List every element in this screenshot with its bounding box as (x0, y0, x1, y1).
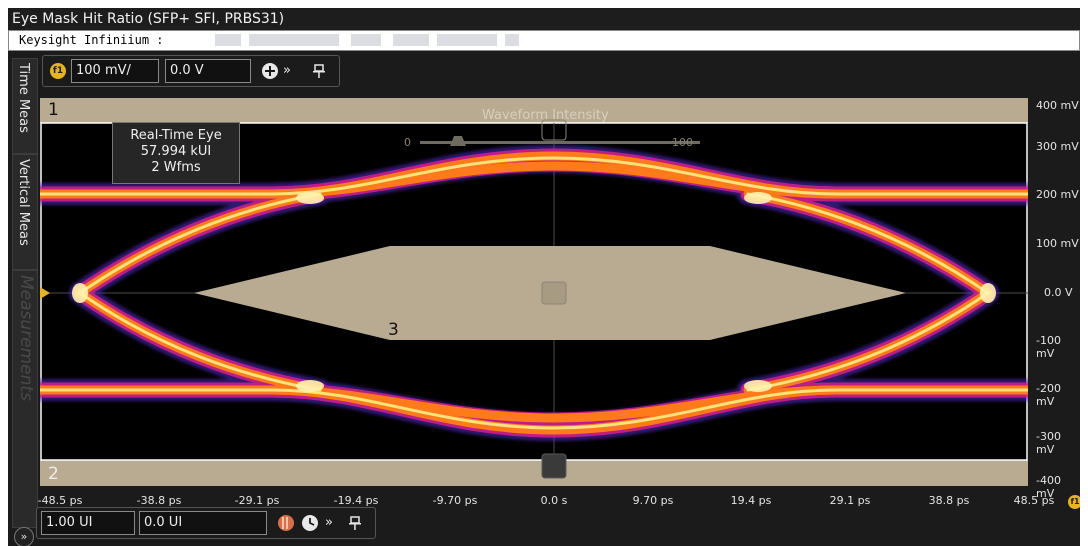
eye-diagram-canvas (29, 98, 1039, 486)
redacted-block (437, 34, 497, 46)
waveform-intensity-slider[interactable] (420, 136, 700, 146)
x-tick-label: -48.5 ps (37, 494, 83, 507)
vertical-scale-field[interactable]: 100 mV/ (71, 59, 159, 83)
x-tick-label: -9.70 ps (432, 494, 478, 507)
waveform-intensity-label: Waveform Intensity (482, 108, 609, 123)
horizontal-scale-field[interactable]: 1.00 UI (41, 511, 135, 535)
top-mask-region (40, 98, 1028, 123)
bottom-mask-region (40, 460, 1028, 486)
legend-title: Real-Time Eye (130, 128, 222, 143)
y-tick-label: 0.0 V (1044, 286, 1073, 299)
double-chevron-right-icon[interactable]: » (325, 515, 333, 530)
x-tick-label: -19.4 ps (333, 494, 379, 507)
eye-traces (29, 144, 1039, 442)
function-badge[interactable]: f1 (50, 63, 66, 79)
tab-vertical-meas[interactable]: Vertical Meas (12, 154, 38, 270)
waveform-intensity-min: 0 (404, 136, 411, 149)
legend-waveform-count: 2 Wfms (151, 160, 201, 175)
clock-icon[interactable] (301, 514, 319, 532)
eye-legend-box: Real-Time Eye 57.994 kUI 2 Wfms (112, 122, 240, 184)
expand-toolbar-button[interactable]: » (14, 527, 34, 546)
color-grade-icon[interactable] (277, 514, 295, 532)
y-tick-label: 400 mV (1036, 99, 1079, 112)
redacted-block (215, 34, 241, 46)
x-tick-label: -38.8 ps (136, 494, 182, 507)
x-tick-label: 19.4 ps (730, 494, 772, 507)
double-chevron-right-icon[interactable]: » (283, 63, 291, 78)
y-tick-label: -100 mV (1036, 334, 1061, 360)
y-tick-label: -200 mV (1036, 382, 1061, 408)
sidebar: Time Meas Vertical Meas Measurements (12, 58, 38, 528)
app-window: Eye Mask Hit Ratio (SFP+ SFI, PRBS31) Ke… (8, 8, 1080, 546)
horizontal-offset-field[interactable]: 0.0 UI (139, 511, 267, 535)
legend-ui-count: 57.994 kUI (140, 144, 212, 159)
x-tick-label: 9.70 ps (632, 494, 674, 507)
plus-circle-icon[interactable] (261, 62, 279, 80)
waveform-intensity-max: 100 (672, 136, 693, 149)
top-region-marker: 1 (48, 100, 59, 120)
y-tick-label: 100 mV (1036, 237, 1079, 250)
ground-marker-icon[interactable] (40, 287, 50, 299)
x-tick-label: -29.1 ps (234, 494, 280, 507)
redacted-block (249, 34, 339, 46)
pin-icon[interactable] (313, 64, 325, 78)
x-tick-label: 48.5 ps (1013, 494, 1055, 507)
drag-handles[interactable] (541, 119, 567, 479)
tab-measurements-label: Measurements (16, 275, 36, 401)
instrument-subtitle-text: Keysight Infiniium : (19, 33, 164, 47)
redacted-block (351, 34, 381, 46)
tab-time-meas-label: Time Meas (16, 63, 31, 133)
tab-time-meas[interactable]: Time Meas (12, 58, 38, 154)
x-tick-label: 0.0 s (540, 494, 568, 507)
function-axis-badge[interactable]: f1 (1068, 495, 1080, 509)
y-tick-label: 200 mV (1036, 188, 1079, 201)
instrument-subtitle: Keysight Infiniium : (8, 30, 1080, 51)
tab-measurements[interactable]: Measurements (12, 270, 38, 528)
eye-diagram-plot[interactable] (29, 98, 1039, 486)
x-tick-label: 29.1 ps (829, 494, 871, 507)
redacted-block (505, 34, 519, 46)
y-tick-label: -300 mV (1036, 430, 1061, 456)
pin-icon[interactable] (349, 516, 361, 530)
horizontal-toolbar: 1.00 UI 0.0 UI » (36, 507, 376, 539)
tab-vertical-meas-label: Vertical Meas (16, 159, 31, 246)
window-title: Eye Mask Hit Ratio (SFP+ SFI, PRBS31) (8, 8, 1080, 30)
bottom-region-marker: 2 (48, 464, 59, 484)
center-mask-marker: 3 (388, 320, 399, 340)
vertical-offset-field[interactable]: 0.0 V (165, 59, 251, 83)
y-tick-label: -400 mV (1036, 474, 1061, 500)
redacted-block (393, 34, 429, 46)
vertical-toolbar: f1 100 mV/ 0.0 V » (42, 55, 340, 87)
x-tick-label: 38.8 ps (928, 494, 970, 507)
y-tick-label: 300 mV (1036, 140, 1079, 153)
